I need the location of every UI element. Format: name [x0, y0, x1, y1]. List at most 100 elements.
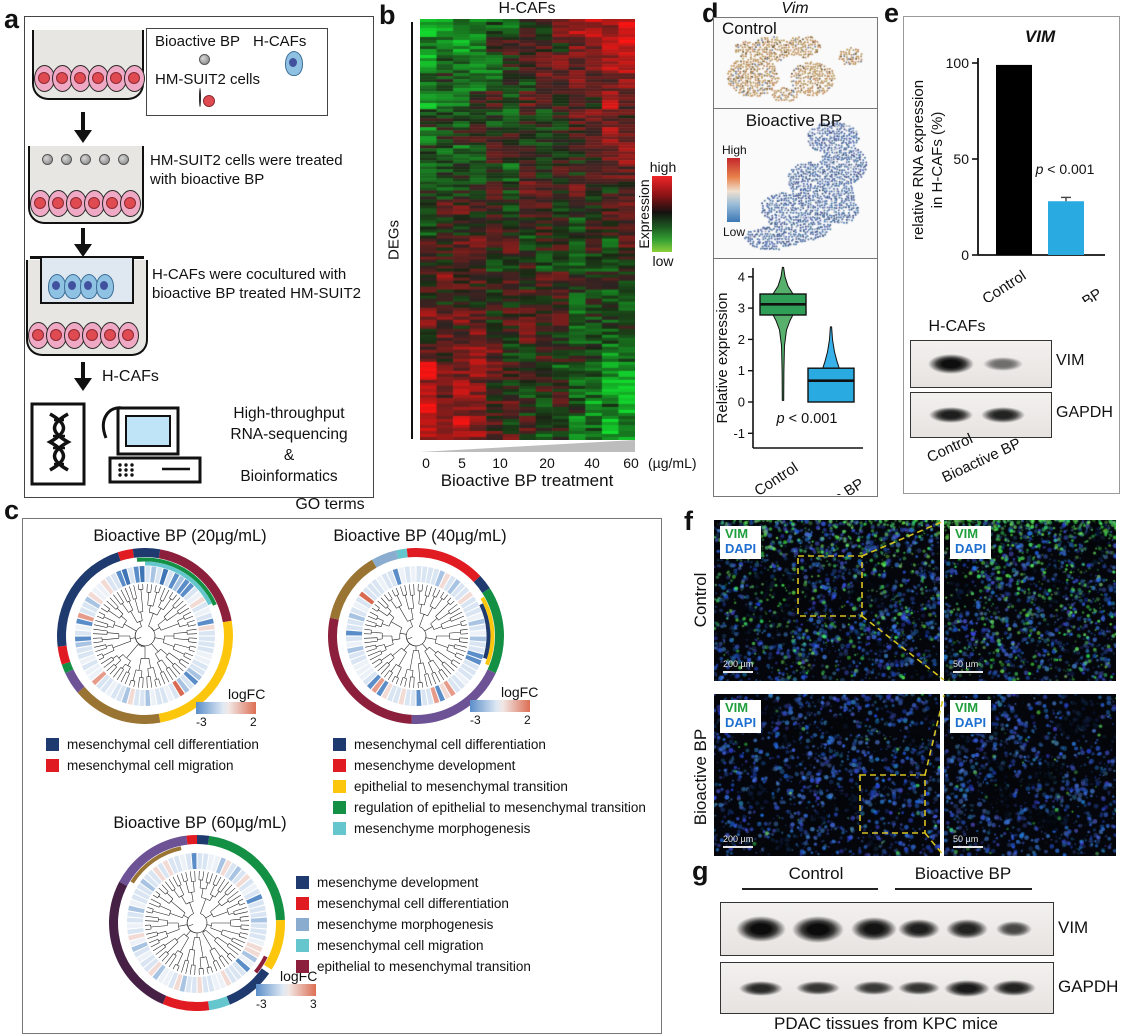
gapdh-blot-g-label: GAPDH: [1058, 977, 1119, 996]
go-legend-item: mesenchymal cell differentiation: [296, 893, 531, 914]
svg-text:-1: -1: [733, 426, 745, 441]
go-circular-dendrogram: [108, 835, 285, 1011]
bioactive-bp-particle-icon: [199, 54, 210, 65]
protein-band: [739, 980, 783, 996]
vim-blot-g-label: VIM: [1058, 918, 1089, 937]
go-plot2-logfc-min: -3: [470, 713, 481, 727]
step2-text: HM-SUIT2 cells were treated with bioacti…: [150, 152, 343, 188]
svg-text:3: 3: [738, 301, 745, 316]
legend-label: mesenchyme morphogenesis: [354, 821, 531, 836]
go-plot1-logfc-max: 2: [250, 715, 257, 729]
protein-band: [898, 981, 940, 995]
legend-swatch-icon: [296, 897, 309, 910]
go-plot3-logfc-max: 3: [310, 997, 317, 1011]
flow-arrow-2-icon: [74, 228, 92, 257]
wb-bp-overline: [895, 888, 1032, 890]
heatmap-x-tick: 5: [458, 455, 466, 471]
computer-icon: [101, 406, 202, 484]
colorbar-high-label: high: [649, 159, 677, 175]
legend-swatch-icon: [296, 960, 309, 973]
protein-band: [981, 407, 1025, 423]
legend-bioactive-bp-label: Bioactive BP: [155, 33, 241, 50]
svg-text:Control: Control: [979, 267, 1029, 302]
wb-control-overline: [742, 888, 878, 890]
if-row1-label: Control: [691, 572, 710, 628]
flow-arrow-1-icon: [74, 112, 92, 143]
transwell-insert: [30, 256, 144, 304]
legend-label: epithelial to mesenchymal transition: [354, 779, 568, 794]
expression-colorbar: [652, 176, 672, 252]
vim-blot-g: [720, 902, 1054, 956]
legend-label: mesenchymal cell differentiation: [317, 896, 509, 911]
legend-label: mesenchymal cell differentiation: [67, 737, 259, 752]
protein-band: [796, 981, 840, 995]
vim-blot-e: [910, 340, 1052, 388]
culture-dish-2: [28, 146, 144, 224]
panel-e-label: e: [884, 0, 900, 28]
svg-text:4: 4: [738, 269, 745, 284]
legend-swatch-icon: [333, 822, 346, 835]
legend-label: epithelial to mesenchymal transition: [317, 959, 531, 974]
svg-text:50: 50: [953, 151, 969, 167]
go-circular-dendrogram: [57, 548, 233, 724]
spatial-colorbar-high: High: [722, 143, 747, 157]
gapdh-blot-e-label: GAPDH: [1056, 404, 1113, 421]
svg-text:1: 1: [738, 363, 745, 378]
heatmap-x-tick: 0: [422, 455, 430, 471]
go-legend-item: mesenchyme development: [333, 755, 646, 776]
go-plot3-logfc-bar: [256, 984, 316, 996]
go-plot2-logfc-max: 2: [524, 713, 531, 727]
svg-text:Bioactive BP: Bioactive BP: [787, 475, 868, 495]
scalebar-50: 50 µm: [953, 660, 983, 673]
heatmap-ylabel: DEGs: [385, 219, 403, 261]
go-plot2-legend: mesenchymal cell differentiation mesenchy…: [333, 734, 646, 839]
heatmap-x-tick: 20: [539, 455, 555, 471]
legend-label: mesenchymal cell migration: [317, 938, 484, 953]
heatmap-x-unit: (µg/mL): [648, 455, 697, 471]
protein-band: [792, 915, 844, 943]
outcome-text: High-throughput RNA-sequencing & Bioinfo…: [230, 405, 348, 485]
heatmap-title: H-CAFs: [498, 0, 556, 17]
protein-band: [853, 981, 895, 995]
go-circular-dendrogram: [328, 548, 504, 724]
go-plot3: [108, 835, 285, 1011]
vim-spatial-title: Vim: [781, 0, 809, 17]
wb-bp-group-label: Bioactive BP: [914, 864, 1012, 883]
scalebar-200: 200 µm: [723, 660, 753, 673]
wb-control-group-label: Control: [788, 864, 844, 883]
spatial-colorbar-low: Low: [723, 225, 746, 239]
hcaf-cell-icon: [285, 51, 303, 76]
svg-text:p < 0.001: p < 0.001: [776, 411, 838, 427]
go-plot1-logfc-min: -3: [196, 715, 207, 729]
go-plot2-logfc-bar: [470, 700, 530, 712]
go-legend-item: mesenchyme morphogenesis: [296, 914, 531, 935]
svg-text:Bioactive BP: Bioactive BP: [1025, 285, 1106, 302]
step3-text: H-CAFs were cocultured with bioactive BP…: [152, 266, 361, 302]
svg-text:p < 0.001: p < 0.001: [1035, 161, 1095, 177]
go-legend-item: regulation of epithelial to mesenchymal …: [333, 797, 646, 818]
legend-label: mesenchymal cell differentiation: [354, 737, 546, 752]
bp-particle-row: [38, 154, 133, 165]
panel-a-label: a: [4, 4, 20, 34]
protein-band: [736, 916, 786, 942]
legend-label: regulation of epithelial to mesenchymal …: [354, 800, 646, 815]
protein-band: [944, 979, 990, 997]
if-control-overview: VIM DAPI 200 µm: [714, 520, 940, 681]
legend-swatch-icon: [46, 738, 59, 751]
legend-label: mesenchyme morphogenesis: [317, 917, 494, 932]
legend-hcafs-label: H-CAFs: [253, 33, 307, 50]
go-legend-item: mesenchymal cell differentiation: [46, 734, 259, 755]
protein-band: [992, 980, 1036, 996]
go-plot1-logfc-label: logFC: [228, 686, 266, 702]
spatial-bp-label: Bioactive BP: [745, 111, 843, 130]
legend-label: mesenchyme development: [354, 758, 516, 773]
heatmap-x-tick: 10: [492, 455, 508, 471]
spatial-colorbar: [727, 158, 740, 222]
legend-swatch-icon: [296, 876, 309, 889]
dna-report-icon: [30, 402, 86, 486]
suit2-cell-icon: [34, 65, 55, 92]
gapdh-blot-e: [910, 392, 1052, 438]
protein-band: [898, 919, 940, 939]
go-legend-item: mesenchymal cell differentiation: [333, 734, 646, 755]
